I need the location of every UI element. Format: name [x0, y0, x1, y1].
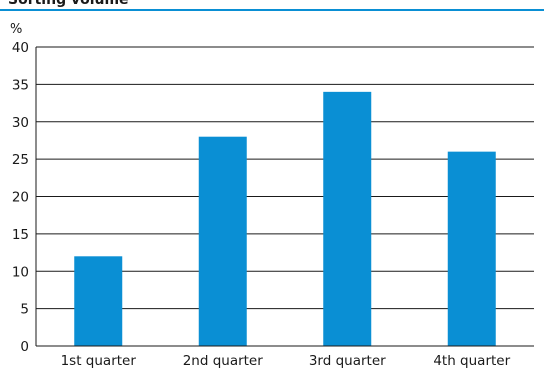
- x-tick-label: 3rd quarter: [309, 353, 386, 369]
- y-tick-label: 20: [12, 190, 29, 206]
- y-tick-label: 40: [12, 40, 29, 56]
- x-tick-labels: 1st quarter 2nd quarter 3rd quarter 4th qua…: [61, 353, 511, 369]
- y-tick-label: 0: [20, 339, 29, 355]
- axes: [35, 47, 534, 347]
- y-tick-label: 35: [12, 77, 29, 93]
- y-tick-labels: 0 5 10 15 20 25 30 35 40: [12, 40, 29, 355]
- bar: [74, 256, 123, 346]
- y-tick-label: 10: [12, 264, 29, 280]
- y-tick-label: 30: [12, 115, 29, 131]
- bar: [323, 91, 372, 346]
- y-axis-unit: %: [10, 22, 22, 37]
- title-rule: [0, 9, 544, 11]
- y-tick-label: 15: [12, 227, 29, 243]
- chart-title: Sorting volume: [8, 0, 129, 8]
- y-tick-label: 25: [12, 152, 29, 168]
- x-tick-label: 2nd quarter: [183, 353, 264, 369]
- bars: [74, 91, 496, 346]
- bar: [447, 151, 496, 346]
- bar: [198, 136, 247, 346]
- y-tick-label: 5: [20, 302, 29, 318]
- x-tick-label: 4th quarter: [433, 353, 510, 369]
- x-tick-label: 1st quarter: [61, 353, 137, 369]
